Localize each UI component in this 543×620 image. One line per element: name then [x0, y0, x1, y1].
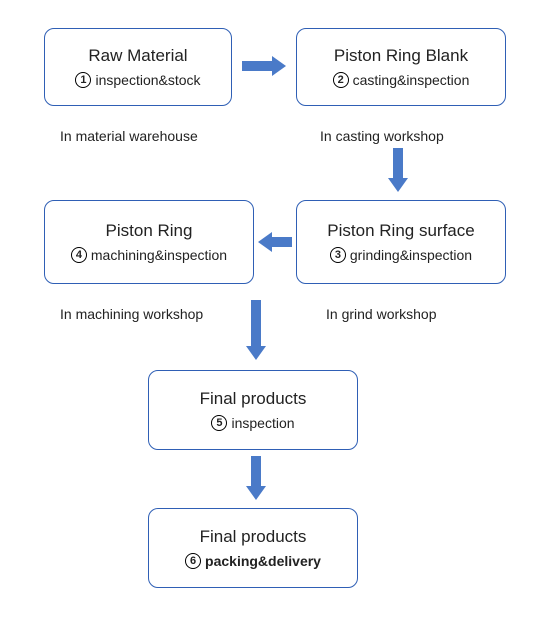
flow-node-n6: Final products 6packing&delivery: [148, 508, 358, 588]
flow-node-n2: Piston Ring Blank 2casting&inspection: [296, 28, 506, 106]
flow-node-n1: Raw Material 1inspection&stock: [44, 28, 232, 106]
node-subtitle: 4machining&inspection: [71, 247, 227, 263]
caption-2: In machining workshop: [60, 306, 203, 322]
step-number-icon: 6: [185, 553, 201, 569]
node-sub-text: grinding&inspection: [350, 247, 472, 263]
arrow-right-icon: [242, 56, 286, 76]
flow-node-n3: Piston Ring surface 3grinding&inspection: [296, 200, 506, 284]
node-title: Final products: [200, 527, 307, 547]
node-subtitle: 6packing&delivery: [185, 553, 321, 569]
step-number-icon: 3: [330, 247, 346, 263]
node-title: Piston Ring surface: [327, 221, 474, 241]
arrow-down-icon: [246, 456, 266, 500]
caption-1: In casting workshop: [320, 128, 444, 144]
node-subtitle: 3grinding&inspection: [330, 247, 472, 263]
step-number-icon: 2: [333, 72, 349, 88]
caption-0: In material warehouse: [60, 128, 198, 144]
node-title: Final products: [200, 389, 307, 409]
flow-node-n5: Final products 5inspection: [148, 370, 358, 450]
step-number-icon: 1: [75, 72, 91, 88]
step-number-icon: 4: [71, 247, 87, 263]
node-sub-text: machining&inspection: [91, 247, 227, 263]
node-subtitle: 1inspection&stock: [75, 72, 200, 88]
node-title: Piston Ring Blank: [334, 46, 468, 66]
arrow-down-icon: [246, 300, 266, 360]
flowchart-canvas: Raw Material 1inspection&stock Piston Ring…: [0, 0, 543, 620]
node-title: Piston Ring: [106, 221, 193, 241]
node-sub-text: inspection&stock: [95, 72, 200, 88]
node-subtitle: 5inspection: [211, 415, 294, 431]
arrow-down-icon: [388, 148, 408, 192]
node-title: Raw Material: [88, 46, 187, 66]
node-sub-text: casting&inspection: [353, 72, 470, 88]
node-sub-text: inspection: [231, 415, 294, 431]
node-sub-text: packing&delivery: [205, 553, 321, 569]
arrow-left-icon: [258, 232, 292, 252]
caption-3: In grind workshop: [326, 306, 437, 322]
step-number-icon: 5: [211, 415, 227, 431]
flow-node-n4: Piston Ring 4machining&inspection: [44, 200, 254, 284]
node-subtitle: 2casting&inspection: [333, 72, 470, 88]
